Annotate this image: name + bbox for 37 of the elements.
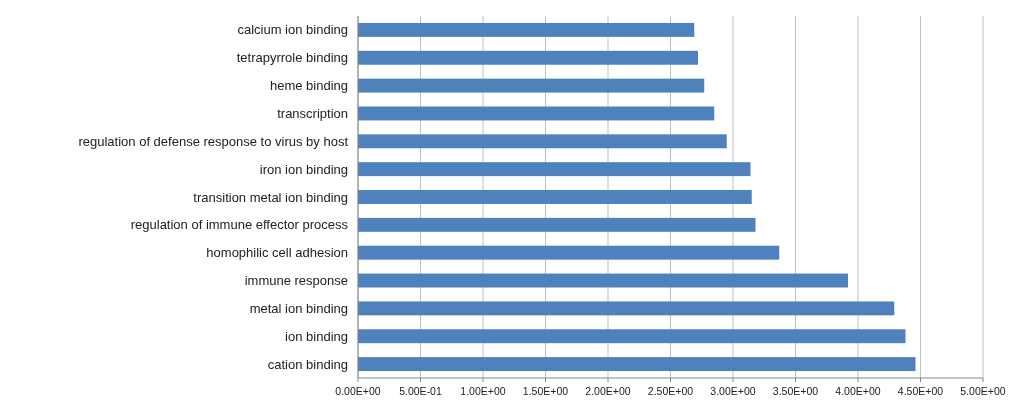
y-tick-label: transition metal ion binding [193, 189, 348, 205]
bar [358, 22, 695, 37]
y-tick-label: immune response [244, 273, 348, 289]
bar [358, 190, 752, 204]
x-tick-label: 0.00E+00 [335, 385, 381, 397]
bar [358, 162, 751, 177]
x-tick-label: 5.00E+00 [960, 385, 1006, 397]
x-tick-label: 4.50E+00 [897, 385, 944, 397]
bar [358, 50, 698, 65]
y-tick-label: iron ion binding [259, 161, 348, 177]
y-tick-label: tetrapyrrole binding [236, 50, 348, 66]
x-tick-label: 2.00E+00 [585, 385, 631, 397]
bar [358, 106, 715, 121]
y-tick-label: heme binding [269, 78, 348, 94]
x-tick-label: 1.50E+00 [522, 385, 569, 397]
bar [358, 78, 705, 93]
bar [358, 357, 916, 372]
bar [358, 217, 756, 232]
y-tick-label: transcription [277, 106, 348, 122]
y-tick-label: regulation of immune effector process [130, 217, 349, 233]
x-tick-label: 5.00E-01 [399, 385, 442, 397]
y-tick-label: calcium ion binding [237, 22, 348, 38]
x-tick-label: 2.50E+00 [647, 385, 694, 397]
y-tick-label: regulation of defense response to virus by host [78, 133, 349, 149]
bar [358, 301, 895, 316]
y-tick-label: ion binding [285, 328, 348, 344]
x-tick-label: 3.00E+00 [710, 385, 756, 397]
x-tick-label: 4.00E+00 [835, 385, 881, 397]
x-tick-label: 1.00E+00 [460, 385, 506, 397]
y-tick-label: cation binding [267, 356, 348, 372]
y-tick-label: metal ion binding [249, 300, 348, 316]
y-tick-label: homophilic cell adhesion [206, 245, 348, 261]
bar [358, 134, 727, 149]
bar [358, 273, 848, 288]
bar [358, 245, 780, 260]
bar [358, 329, 906, 344]
x-tick-label: 3.50E+00 [772, 385, 819, 397]
